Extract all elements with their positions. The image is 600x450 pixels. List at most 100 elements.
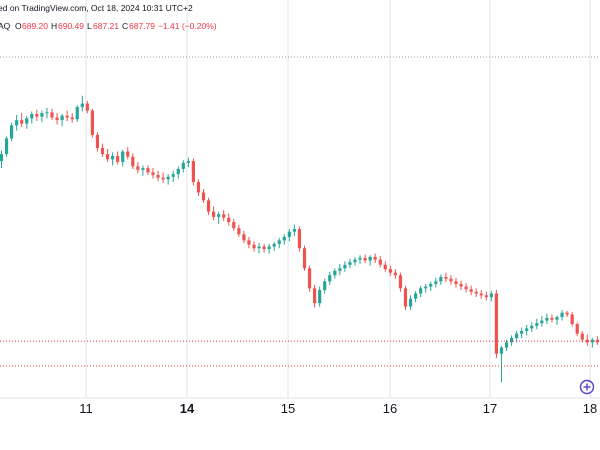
open-value: 689.20: [22, 21, 48, 31]
candle-body: [277, 240, 281, 244]
candle-body: [55, 117, 59, 121]
candle-body: [156, 175, 160, 178]
candle-body: [363, 257, 367, 261]
ohlc-legend: AQ O 689.20 H 690.49 L 687.21 C 687.79 −…: [0, 21, 217, 31]
x-tick-label: 14: [180, 401, 195, 416]
candle-body: [90, 110, 94, 135]
candle-body: [141, 168, 145, 170]
candle-body: [242, 234, 246, 241]
candle-body: [383, 264, 387, 270]
candle-body: [575, 324, 579, 334]
candle-body: [161, 177, 165, 180]
candle-body: [585, 339, 589, 343]
candle-body: [313, 288, 317, 304]
candle-body: [499, 347, 504, 354]
candle-body: [408, 298, 413, 307]
candle-body: [590, 339, 594, 343]
candle-body: [282, 236, 286, 241]
candle-body: [343, 264, 347, 269]
candle-body: [136, 166, 140, 170]
candle-body: [550, 317, 554, 320]
candle-body: [201, 192, 206, 201]
candle-body: [100, 148, 105, 155]
candle-body: [95, 134, 100, 149]
candle-body: [474, 291, 478, 294]
candle-body: [252, 244, 256, 249]
x-tick-label: 16: [383, 401, 397, 416]
candle-body: [20, 120, 24, 124]
candle-body: [484, 295, 488, 298]
candle-body: [464, 286, 468, 290]
candle-body: [530, 325, 534, 329]
candle-body: [10, 125, 14, 139]
candle-body: [434, 281, 438, 284]
candle-body: [297, 229, 302, 249]
candle-body: [166, 176, 170, 180]
symbol-label: AQ: [0, 21, 11, 31]
x-axis-ticks: 11 14 15 16 17 18: [79, 401, 597, 416]
x-tick-label: 11: [79, 401, 93, 416]
add-button[interactable]: [579, 379, 595, 395]
candle-body: [40, 113, 44, 117]
candle-body: [257, 246, 261, 249]
plus-circle-icon[interactable]: [579, 379, 595, 395]
candle-body: [116, 155, 120, 162]
candle-body: [373, 256, 377, 260]
candle-body: [121, 151, 125, 162]
candle-body: [212, 211, 216, 217]
candle-body: [429, 283, 433, 287]
candle-body: [222, 214, 226, 218]
candle-body: [30, 114, 34, 119]
candle-body: [15, 120, 19, 126]
candle-body: [414, 293, 418, 299]
candle-body: [570, 314, 574, 325]
candle-body: [459, 283, 463, 287]
candle-body: [555, 317, 559, 320]
x-tick-label: 15: [281, 401, 295, 416]
candle-body: [237, 228, 241, 235]
candle-body: [494, 293, 498, 354]
candle-body: [545, 317, 549, 321]
candle-body: [515, 333, 519, 338]
candle-body: [126, 151, 130, 157]
candle-body: [348, 262, 352, 265]
candle-body: [318, 290, 322, 304]
candle-body: [206, 200, 211, 212]
candle-body: [85, 103, 89, 111]
candle-body: [196, 182, 201, 193]
candle-body: [328, 275, 332, 282]
candle-body: [439, 276, 443, 282]
candle-body: [80, 103, 84, 108]
candle-body: [35, 114, 39, 117]
close-value: 687.79: [129, 21, 155, 31]
candle-body: [176, 168, 180, 175]
candle-body: [358, 257, 362, 260]
candle-body: [186, 161, 190, 163]
high-value: 690.49: [58, 21, 84, 31]
candle-body: [191, 161, 195, 182]
header-attribution: ed on TradingView.com, Oct 18, 2024 10:3…: [0, 3, 193, 13]
candle-body: [489, 293, 493, 298]
candle-body: [25, 118, 29, 124]
candle-body: [580, 333, 584, 340]
candle-body: [509, 337, 514, 343]
candle-body: [65, 115, 69, 118]
candle-body: [247, 240, 251, 245]
candle-body: [398, 275, 403, 289]
low-label: L: [87, 21, 92, 31]
candle-body: [535, 323, 539, 326]
candle-body: [403, 288, 408, 307]
candle-body: [287, 231, 291, 237]
candle-body: [272, 243, 276, 247]
candle-body: [262, 246, 266, 250]
candle-body: [217, 214, 221, 217]
candle-body: [227, 217, 231, 223]
candle-body: [469, 289, 473, 292]
candle-body: [444, 276, 448, 279]
candle-body: [479, 293, 483, 296]
candle-body: [171, 174, 175, 177]
candle-body: [520, 331, 524, 334]
chart-grid: [85, 0, 591, 398]
candle-body: [393, 272, 397, 276]
